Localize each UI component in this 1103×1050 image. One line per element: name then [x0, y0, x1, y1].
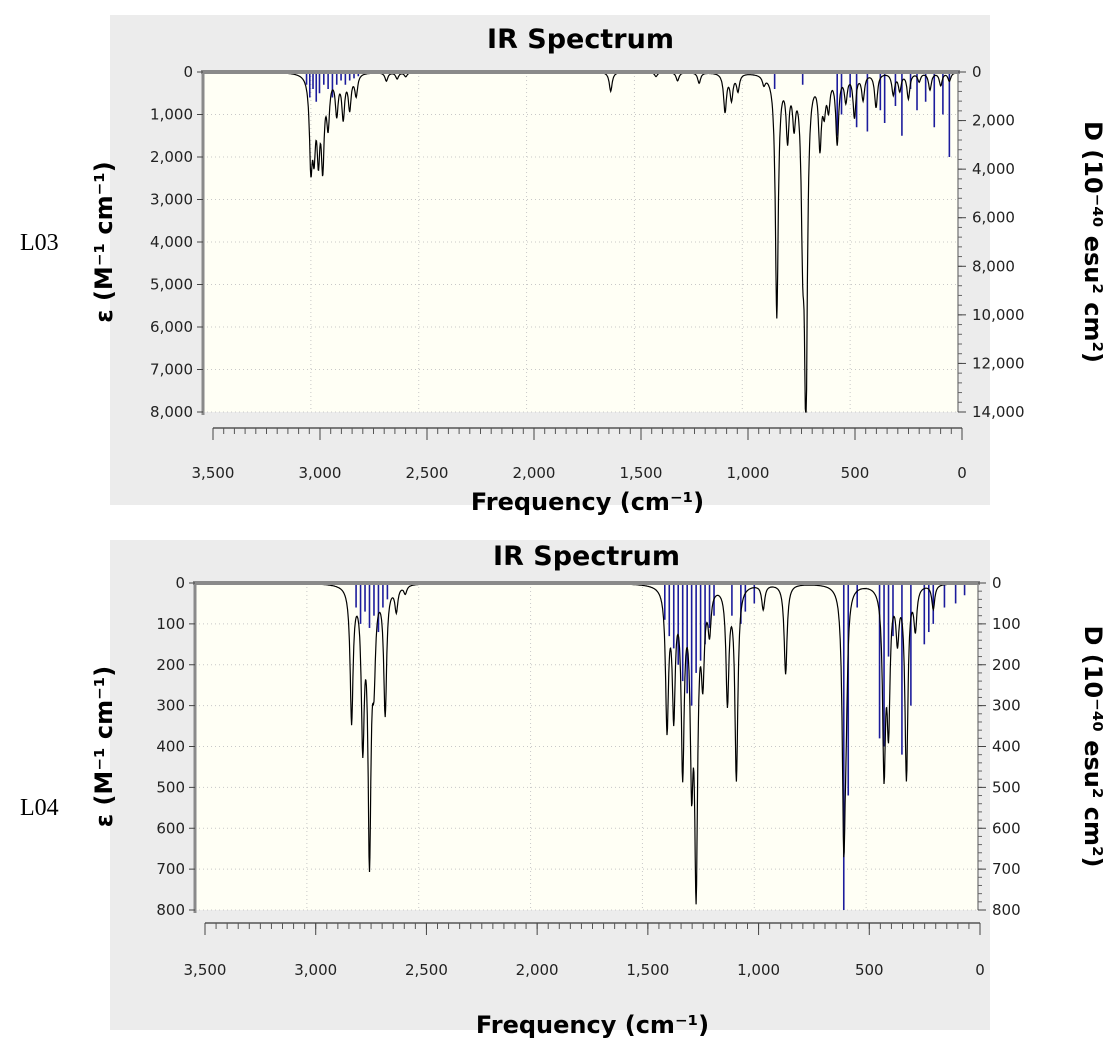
compound-label: L04 — [20, 795, 59, 821]
x-tick-label: 2,000 — [513, 464, 556, 482]
y2-tick-label: 600 — [992, 819, 1021, 837]
y-tick-label: 300 — [156, 697, 185, 715]
x-tick-label: 0 — [975, 961, 985, 979]
x-tick-label: 0 — [957, 464, 967, 482]
y-tick-label: 200 — [156, 656, 185, 674]
y2-tick-label: 800 — [992, 901, 1021, 919]
ir-spectrum-panel-l03: L03 0 1,000 2,000 3,000 4,000 5,000 6,000 7,000… — [0, 0, 1103, 520]
x-tick-label: 1,000 — [727, 464, 770, 482]
y-tick-label: 7,000 — [150, 361, 193, 379]
y-tick-label: 400 — [156, 738, 185, 756]
x-tick-label: 3,500 — [184, 961, 227, 979]
y2-tick-label: 8,000 — [972, 257, 1015, 275]
ir-spectrum-panel-l04: L04 0 100 200 300 400 500 600 700 800 0 100 200 300 4… — [0, 525, 1103, 1045]
y2-tick-label: 500 — [992, 778, 1021, 796]
y-tick-label: 500 — [156, 778, 185, 796]
x-tick-label: 1,500 — [626, 961, 669, 979]
y-tick-label: 0 — [183, 63, 193, 81]
chart-title: IR Spectrum — [487, 24, 674, 55]
x-axis-label: Frequency (cm⁻¹) — [476, 1011, 709, 1039]
y2-tick-label: 4,000 — [972, 160, 1015, 178]
y-tick-label: 0 — [175, 574, 185, 592]
y2-tick-label: 100 — [992, 615, 1021, 633]
plot-area — [203, 72, 958, 412]
y-axis-label: ε (M⁻¹ cm⁻¹) — [90, 161, 118, 322]
y2-tick-label: 300 — [992, 697, 1021, 715]
compound-label: L03 — [20, 230, 59, 256]
y-tick-label: 2,000 — [150, 148, 193, 166]
y-tick-label: 3,000 — [150, 191, 193, 209]
y-tick-label: 1,000 — [150, 106, 193, 124]
x-tick-label: 500 — [841, 464, 870, 482]
x-tick-label: 2,500 — [406, 464, 449, 482]
y2-tick-label: 12,000 — [972, 354, 1025, 372]
x-tick-label: 1,500 — [620, 464, 663, 482]
x-tick-label: 2,500 — [405, 961, 448, 979]
x-tick-label: 500 — [855, 961, 884, 979]
x-tick-label: 2,000 — [516, 961, 559, 979]
y2-tick-label: 14,000 — [972, 403, 1025, 421]
y-tick-label: 6,000 — [150, 318, 193, 336]
plot-area — [195, 583, 978, 910]
y2-axis-label: D (10⁻⁴⁰ esu² cm²) — [1079, 626, 1103, 868]
y2-tick-label: 400 — [992, 738, 1021, 756]
stick-series — [355, 583, 966, 910]
y2-tick-label: 200 — [992, 656, 1021, 674]
y2-tick-label: 10,000 — [972, 306, 1025, 324]
y-tick-label: 700 — [156, 860, 185, 878]
y-tick-label: 5,000 — [150, 276, 193, 294]
x-tick-label: 1,000 — [737, 961, 780, 979]
y-tick-label: 4,000 — [150, 233, 193, 251]
y2-axis-label: D (10⁻⁴⁰ esu² cm²) — [1079, 121, 1103, 363]
x-tick-label: 3,000 — [299, 464, 342, 482]
x-axis-label: Frequency (cm⁻¹) — [471, 488, 704, 516]
y2-tick-label: 2,000 — [972, 112, 1015, 130]
y2-tick-label: 0 — [992, 574, 1002, 592]
y2-tick-label: 0 — [972, 63, 982, 81]
y-axis-label: ε (M⁻¹ cm⁻¹) — [90, 666, 118, 827]
y-tick-label: 600 — [156, 819, 185, 837]
y-tick-label: 100 — [156, 615, 185, 633]
ir-spectrum-chart: 0 1,000 2,000 3,000 4,000 5,000 6,000 7,000 8,00… — [90, 15, 1103, 516]
ir-spectrum-chart: 0 100 200 300 400 500 600 700 800 0 100 200 300 400 50… — [90, 540, 1103, 1039]
y2-tick-label: 700 — [992, 860, 1021, 878]
x-tick-label: 3,500 — [192, 464, 235, 482]
x-tick-label: 3,000 — [294, 961, 337, 979]
y-tick-label: 8,000 — [150, 403, 193, 421]
chart-title: IR Spectrum — [493, 541, 680, 572]
y-tick-label: 800 — [156, 901, 185, 919]
y2-tick-label: 6,000 — [972, 209, 1015, 227]
